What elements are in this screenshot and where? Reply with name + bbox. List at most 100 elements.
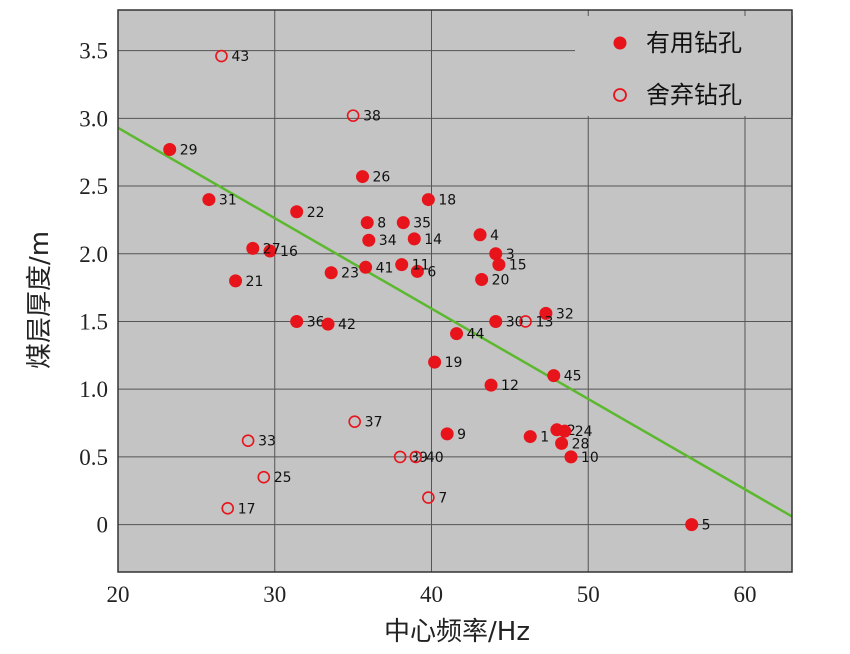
grid-lines <box>117 10 792 572</box>
point-label: 13 <box>536 314 554 330</box>
point-label: 24 <box>575 424 593 440</box>
y-axis-title: 煤层厚度/m <box>25 231 55 369</box>
data-point-used <box>473 228 487 242</box>
data-point-discarded <box>422 491 435 504</box>
point-label: 43 <box>231 49 249 65</box>
point-label: 26 <box>373 170 391 186</box>
point-label: 37 <box>365 415 383 431</box>
point-label: 27 <box>263 241 281 257</box>
data-point-used <box>359 260 373 274</box>
legend-marker-discarded <box>613 88 627 102</box>
data-point-used <box>321 317 335 331</box>
data-point-used <box>440 427 454 441</box>
point-label: 14 <box>424 232 442 248</box>
data-point-discarded <box>519 315 532 328</box>
y-tick-label: 2.5 <box>79 174 108 199</box>
data-point-used <box>547 369 561 383</box>
legend-label-discarded: 舍弃钻孔 <box>646 81 742 109</box>
point-label: 18 <box>438 193 456 209</box>
data-point-used <box>558 424 572 438</box>
data-point-used <box>324 266 338 280</box>
point-label: 33 <box>258 434 276 450</box>
y-tick-label: 2.0 <box>79 242 108 267</box>
point-label: 2 <box>567 423 576 439</box>
point-label: 3 <box>506 247 515 263</box>
x-tick-label: 50 <box>577 582 600 607</box>
data-point-used <box>450 327 464 341</box>
x-tick-label: 60 <box>733 582 756 607</box>
point-label: 44 <box>467 327 485 343</box>
point-label: 8 <box>377 216 386 232</box>
point-label: 42 <box>338 317 356 333</box>
point-label: 12 <box>501 378 519 394</box>
point-label: 34 <box>379 233 397 249</box>
point-label: 45 <box>564 369 582 385</box>
data-point-used <box>229 274 243 288</box>
point-label: 30 <box>506 314 524 330</box>
point-label: 35 <box>413 216 431 232</box>
data-point-used <box>263 244 277 258</box>
data-point-used <box>421 193 435 207</box>
data-point-used <box>362 233 376 247</box>
legend: 有用钻孔 舍弃钻孔 <box>575 16 793 116</box>
data-point-used <box>396 216 410 230</box>
point-label: 16 <box>280 244 298 260</box>
point-label: 23 <box>341 266 359 282</box>
data-point-discarded <box>215 49 228 63</box>
data-point-discarded <box>409 450 423 464</box>
data-point-used <box>484 378 498 392</box>
point-label: 25 <box>274 470 292 486</box>
data-point-used <box>539 306 553 320</box>
data-point-used <box>489 314 503 328</box>
x-tick-label: 40 <box>420 582 443 607</box>
data-point-used <box>290 205 304 219</box>
point-label: 31 <box>219 193 237 209</box>
point-label: 29 <box>180 142 198 158</box>
point-label: 28 <box>572 436 590 452</box>
y-axis-ticks: 0 0.5 1.0 1.5 2.0 2.5 3.0 3.5 <box>79 39 108 538</box>
legend-label-used: 有用钻孔 <box>646 29 742 57</box>
data-point-discarded <box>393 450 407 464</box>
point-label: 21 <box>246 274 264 290</box>
legend-box <box>575 16 793 116</box>
point-label: 32 <box>556 306 574 322</box>
data-point-discarded <box>257 470 271 484</box>
y-tick-label: 3.5 <box>79 39 108 64</box>
point-label: 36 <box>307 314 325 330</box>
y-tick-label: 1.5 <box>79 309 108 334</box>
data-point-used <box>489 247 503 261</box>
data-point-used <box>163 142 177 156</box>
point-label: 22 <box>307 205 325 221</box>
point-label: 10 <box>581 450 599 466</box>
data-point-used <box>428 355 442 369</box>
data-point-used <box>685 518 699 532</box>
data-point-used <box>360 216 374 230</box>
point-label: 1 <box>540 430 549 446</box>
point-label: 38 <box>363 109 381 125</box>
y-tick-label: 1.0 <box>79 377 108 402</box>
x-tick-label: 30 <box>263 582 286 607</box>
data-point-used <box>564 450 578 464</box>
data-point-used <box>246 241 260 255</box>
point-label: 15 <box>509 258 527 274</box>
point-label: 40 <box>426 450 444 466</box>
data-point-used <box>202 193 216 207</box>
x-tick-label: 20 <box>107 582 130 607</box>
data-point-used <box>555 436 569 450</box>
data-points: 1 234568910111214151618192021222324262728… <box>163 49 711 534</box>
point-label: 11 <box>412 258 430 274</box>
data-point-used <box>410 264 424 278</box>
y-tick-label: 0.5 <box>79 445 108 470</box>
data-point-discarded <box>348 415 361 428</box>
data-point-used <box>523 430 537 444</box>
data-point-used <box>395 258 409 272</box>
x-axis-title: 中心频率/Hz <box>384 617 530 647</box>
data-point-used <box>407 232 421 246</box>
data-point-discarded <box>241 434 255 447</box>
data-point-used <box>492 258 506 272</box>
legend-marker-used <box>613 36 627 50</box>
point-label: 5 <box>702 518 711 534</box>
point-label: 9 <box>457 427 466 443</box>
point-label: 17 <box>238 501 256 517</box>
